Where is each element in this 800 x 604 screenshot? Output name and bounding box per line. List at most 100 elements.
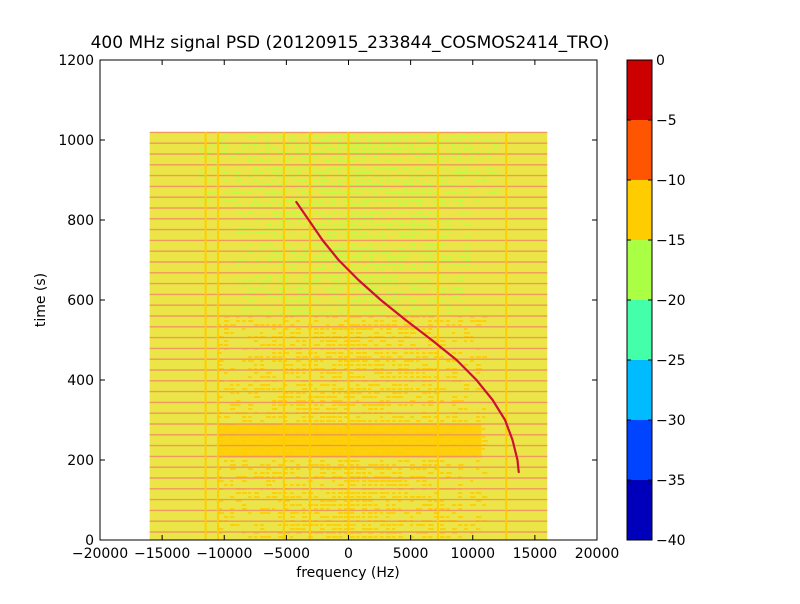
sidelobe-speck: [398, 328, 404, 330]
sidelobe-speck: [314, 284, 319, 286]
sidelobe-speck: [452, 296, 459, 298]
sidelobe-speck: [350, 480, 356, 482]
sidelobe-speck: [248, 384, 253, 386]
sidelobe-speck: [338, 224, 343, 226]
sidelobe-speck: [416, 508, 422, 510]
sidelobe-speck: [284, 372, 289, 374]
sidelobe-speck: [404, 252, 409, 254]
sidelobe-speck: [242, 284, 248, 286]
sidelobe-speck: [404, 360, 410, 362]
sidelobe-speck: [332, 372, 338, 374]
sidelobe-speck: [368, 408, 373, 410]
sidelobe-speck: [421, 152, 427, 154]
sidelobe-speck: [386, 504, 390, 506]
sidelobe-speck: [338, 492, 344, 494]
sidelobe-speck: [260, 244, 265, 246]
sidelobe-speck: [260, 524, 264, 526]
sidelobe-speck: [290, 468, 294, 470]
sidelobe-speck: [230, 464, 236, 466]
sidelobe-speck: [229, 156, 236, 158]
sidelobe-speck: [283, 144, 290, 146]
sidelobe-speck: [265, 160, 269, 162]
sidelobe-speck: [380, 368, 384, 370]
sidelobe-speck: [277, 152, 283, 154]
sidelobe-speck: [344, 360, 349, 362]
sidelobe-speck: [458, 400, 464, 402]
sidelobe-speck: [289, 156, 293, 158]
sidelobe-speck: [362, 352, 367, 354]
sidelobe-speck: [230, 368, 236, 370]
sidelobe-speck: [368, 504, 373, 506]
sidelobe-speck: [374, 284, 380, 286]
sidelobe-speck: [241, 152, 245, 154]
sidelobe-speck: [326, 468, 331, 470]
sidelobe-speck: [374, 508, 380, 510]
sidelobe-speck: [398, 508, 402, 510]
sidelobe-speck: [272, 236, 276, 238]
sidelobe-speck: [218, 508, 223, 510]
sidelobe-speck: [344, 416, 349, 418]
sidelobe-speck: [278, 492, 282, 494]
sidelobe-speck: [440, 420, 445, 422]
sidelobe-speck: [392, 420, 397, 422]
sidelobe-speck: [428, 388, 432, 390]
sidelobe-speck: [368, 308, 374, 310]
sidelobe-speck: [457, 176, 463, 178]
sidelobe-speck: [386, 492, 390, 494]
sidelobe-speck: [457, 144, 461, 146]
sidelobe-speck: [421, 176, 425, 178]
sidelobe-speck: [380, 356, 385, 358]
sidelobe-speck: [313, 188, 318, 190]
sidelobe-speck: [266, 276, 272, 278]
sidelobe-speck: [344, 468, 350, 470]
x-tick-label: 5000: [393, 546, 429, 562]
sidelobe-speck: [253, 180, 259, 182]
sidelobe-speck: [284, 280, 288, 282]
sidelobe-speck: [397, 200, 402, 202]
sidelobe-speck: [440, 472, 444, 474]
sidelobe-speck: [344, 480, 350, 482]
sidelobe-speck: [361, 184, 367, 186]
sidelobe-speck: [440, 236, 447, 238]
sidelobe-speck: [236, 316, 240, 318]
sidelobe-speck: [380, 512, 384, 514]
sidelobe-speck: [224, 372, 228, 374]
sidelobe-speck: [362, 388, 367, 390]
sidelobe-speck: [380, 460, 384, 462]
sidelobe-speck: [434, 508, 438, 510]
sidelobe-speck: [476, 324, 482, 326]
sidelobe-speck: [422, 288, 427, 290]
sidelobe-speck: [373, 188, 377, 190]
sidelobe-speck: [362, 208, 369, 210]
sidelobe-speck: [361, 148, 367, 150]
sidelobe-speck: [337, 184, 343, 186]
colorbar-tick-label: −35: [656, 473, 686, 489]
sidelobe-speck: [326, 232, 332, 234]
sidelobe-speck: [350, 224, 357, 226]
sidelobe-speck: [284, 328, 289, 330]
sidelobe-speck: [290, 516, 295, 518]
sidelobe-speck: [422, 224, 428, 226]
sidelobe-speck: [404, 384, 409, 386]
sidelobe-speck: [475, 136, 481, 138]
sidelobe-speck: [308, 292, 315, 294]
sidelobe-speck: [451, 148, 457, 150]
sidelobe-speck: [404, 480, 408, 482]
sidelobe-speck: [296, 256, 302, 258]
sidelobe-speck: [356, 296, 361, 298]
sidelobe-speck: [271, 172, 277, 174]
sidelobe-speck: [440, 460, 445, 462]
sidelobe-speck: [368, 404, 374, 406]
sidelobe-speck: [440, 260, 447, 262]
sidelobe-speck: [349, 200, 353, 202]
sidelobe-speck: [236, 264, 240, 266]
sidelobe-speck: [428, 484, 432, 486]
sidelobe-speck: [362, 276, 367, 278]
sidelobe-speck: [434, 340, 440, 342]
sidelobe-speck: [416, 308, 423, 310]
sidelobe-speck: [422, 372, 426, 374]
sidelobe-speck: [242, 260, 247, 262]
sidelobe-speck: [392, 512, 396, 514]
sidelobe-speck: [362, 248, 367, 250]
sidelobe-speck: [343, 148, 348, 150]
